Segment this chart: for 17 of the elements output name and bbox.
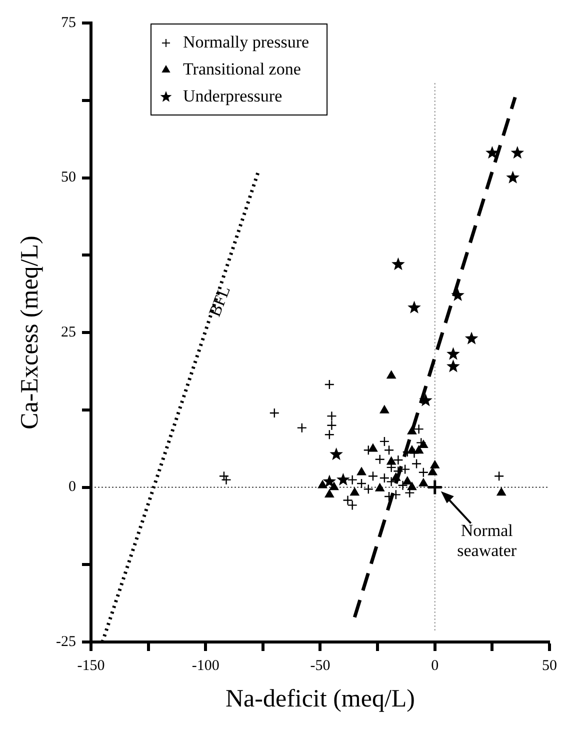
x-tick-label: 0	[431, 658, 439, 674]
y-tick-label: 0	[68, 479, 76, 496]
legend-label: Normally pressure	[182, 32, 310, 52]
x-tick-label: -150	[77, 658, 105, 674]
annotation: BFL	[205, 283, 234, 320]
legend-label: Underpressure	[182, 86, 282, 106]
x-tick-label: -100	[192, 658, 220, 674]
y-axis-title: Ca-Excess (meq/L)	[16, 236, 44, 430]
y-tick-label: -25	[56, 634, 76, 650]
y-tick-label: 50	[60, 170, 76, 186]
legend-label: Transitional zone	[182, 59, 301, 78]
y-tick-label: 25	[60, 324, 76, 340]
y-tick-label: 75	[60, 14, 76, 31]
x-tick-label: -50	[310, 658, 330, 674]
x-tick-label: 50	[542, 658, 557, 674]
x-axis-title: Na-deficit (meq/L)	[226, 686, 415, 713]
annotation: Normal seawater	[457, 521, 517, 560]
